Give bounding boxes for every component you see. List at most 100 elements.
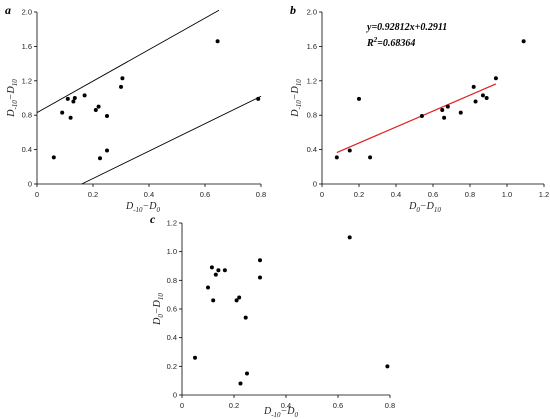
data-point <box>385 364 390 369</box>
y-tick-label: 0.8 <box>22 111 32 120</box>
data-point <box>484 96 489 100</box>
panel-b-points <box>334 39 526 160</box>
data-point <box>105 148 109 153</box>
data-point <box>245 371 249 376</box>
data-point <box>419 114 424 119</box>
panel-a-label: a <box>5 3 11 17</box>
panel-b-fit-line <box>336 83 497 154</box>
panel-b-x-label: D0−D10 <box>408 201 441 214</box>
data-point <box>216 268 221 273</box>
data-point <box>96 104 101 109</box>
x-tick-label: 0.6 <box>428 190 438 199</box>
panel-c-axes <box>181 223 390 396</box>
data-point <box>347 235 352 240</box>
y-tick-label: 2.0 <box>307 8 317 17</box>
panel-b-label: b <box>290 3 296 17</box>
y-tick-label: 0.4 <box>167 333 177 342</box>
panel-b-equation: y=0.92812x+0.2911 <box>366 22 447 33</box>
x-tick-label: 0.4 <box>391 190 401 199</box>
panel-b: b 0 0.2 0.4 0.6 0.8 1.0 1.2 0 0.4 0.8 1.2 1.6 2.0 y=… <box>290 3 549 214</box>
data-point <box>521 39 526 44</box>
panel-c-points <box>193 235 390 386</box>
y-tick-label: 0 <box>28 180 32 189</box>
y-tick-label: 1.2 <box>167 219 177 228</box>
panel-a: a 0 0.2 0.4 0.6 0.800.40.81.21.62.0 D-10−D0 … <box>5 3 266 214</box>
y-tick-label: 1.2 <box>22 76 32 85</box>
panel-a-y-label: D-10−D10 <box>6 79 19 118</box>
data-point <box>65 96 70 101</box>
panel-c-label: c <box>150 212 156 226</box>
data-point <box>51 155 56 160</box>
data-point <box>93 108 98 113</box>
y-tick-label: 0.8 <box>167 276 177 285</box>
x-tick-label: 0.2 <box>229 401 239 410</box>
panel-a-bound-lines <box>36 9 262 185</box>
data-point <box>237 295 242 300</box>
panel-a-ticks: 0 0.2 0.4 0.6 0.8 0 0.4 0.8 1.2 1.6 2.0 <box>22 8 267 200</box>
y-tick-label: 2.0 <box>22 8 32 17</box>
regression-line <box>336 83 497 154</box>
y-tick-label: 0 <box>313 180 317 189</box>
bound-line <box>81 95 262 185</box>
data-point <box>98 156 102 161</box>
y-tick-label: 1.6 <box>307 42 317 51</box>
x-tick-label: 0.8 <box>385 401 395 410</box>
data-point <box>222 268 227 273</box>
data-point <box>493 76 498 81</box>
data-point <box>445 104 450 109</box>
x-tick-label: 0.6 <box>200 190 210 199</box>
data-point <box>238 381 243 386</box>
y-tick-label: 1.2 <box>307 76 317 85</box>
data-point <box>258 275 262 280</box>
panel-c: c 0 0.2 0.4 0.6 0.8 0 0.2 0.4 0.6 0.8 1.0 1.2 D-10−… <box>150 212 395 419</box>
y-tick-label: 0 <box>173 391 177 400</box>
x-tick-label: 0 <box>320 190 324 199</box>
data-point <box>368 155 373 160</box>
data-point <box>120 76 125 81</box>
x-tick-label: 0 <box>35 190 39 199</box>
bound-line <box>36 9 220 114</box>
data-point <box>82 93 87 98</box>
panel-b-ticks: 0 0.2 0.4 0.6 0.8 1.0 1.2 0 0.4 0.8 1.2 1.6 2.0 <box>307 8 550 200</box>
data-point <box>357 96 361 101</box>
x-tick-label: 1.0 <box>502 190 512 199</box>
x-tick-label: 0.4 <box>281 401 291 410</box>
data-point <box>119 84 123 89</box>
data-point <box>473 99 478 104</box>
data-point <box>440 108 445 113</box>
x-tick-label: 0.2 <box>88 190 98 199</box>
data-point <box>234 298 239 303</box>
x-tick-label: 0.6 <box>333 401 343 410</box>
x-tick-label: 0.2 <box>354 190 364 199</box>
panel-b-axes <box>321 12 544 185</box>
panel-c-y-label: D0−D10 <box>152 293 165 326</box>
y-tick-label: 0.6 <box>167 305 177 314</box>
panel-a-x-label: D-10−D0 <box>125 201 161 214</box>
data-point <box>71 99 76 104</box>
data-point <box>206 285 210 290</box>
x-tick-label: 0.8 <box>465 190 475 199</box>
y-tick-label: 0.4 <box>22 145 32 154</box>
y-tick-label: 1.0 <box>167 247 177 256</box>
y-tick-label: 0.2 <box>167 362 177 371</box>
panel-a-axes <box>36 12 261 185</box>
data-point <box>480 93 485 98</box>
panel-a-points <box>51 39 261 161</box>
panel-b-y-label: D-10−D10 <box>290 79 303 118</box>
data-point <box>105 114 109 119</box>
data-point <box>256 96 261 101</box>
data-point <box>193 355 197 360</box>
data-point <box>458 110 463 115</box>
x-tick-label: 0 <box>180 401 184 410</box>
panel-c-x-label: D-10−D0 <box>263 406 299 419</box>
data-point <box>471 84 476 89</box>
data-point <box>243 315 248 320</box>
data-point <box>72 96 77 100</box>
x-tick-label: 0.4 <box>144 190 154 199</box>
y-tick-label: 0.4 <box>307 145 317 154</box>
data-point <box>211 298 216 303</box>
data-point <box>215 39 220 44</box>
x-tick-label: 0.8 <box>256 190 266 199</box>
x-tick-label: 1.2 <box>539 190 549 199</box>
